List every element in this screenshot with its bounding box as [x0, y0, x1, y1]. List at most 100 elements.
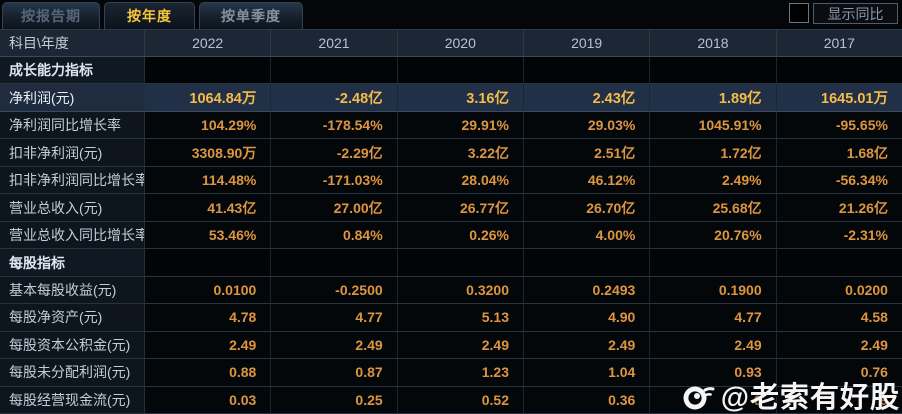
year-header-2017: 2017: [823, 35, 855, 51]
value-cell-2018: 25.68亿: [650, 194, 777, 221]
row-label: 扣非净利润(元): [0, 139, 145, 166]
row-label: 成长能力指标: [0, 57, 145, 84]
row-label: 每股未分配利润(元): [0, 359, 145, 386]
corner-header-label: 科目\年度: [0, 30, 145, 56]
year-header-2022: 2022: [145, 30, 272, 56]
value-cell-2019: 2.49: [523, 331, 651, 359]
value-cell-2021: 0.87: [271, 359, 398, 386]
table-row[interactable]: 每股资本公积金(元) 2.49 2.49 2.49 2.49 2.49 2.49: [0, 331, 902, 360]
value-cell-2019: 4.00%: [523, 221, 651, 249]
value-cell-2020: 0.3200: [397, 276, 524, 304]
value-cell-2018: 1.89亿: [650, 84, 777, 111]
table-row[interactable]: 基本每股收益(元) 0.0100 -0.2500 0.3200 0.2493 0.1900…: [0, 276, 902, 305]
value-cell-2022: 104.29%: [145, 111, 272, 139]
value-cell-2017: [776, 249, 902, 276]
tab-by-quarter[interactable]: 按单季度: [199, 2, 303, 29]
value-cell-2022: 0.0100: [145, 276, 272, 304]
table-body: 成长能力指标 净利润(元) 1064.84万 -2.48亿 3.16亿 2.43亿 1.89…: [0, 57, 902, 414]
tab-by-year[interactable]: 按年度: [104, 2, 195, 29]
value-cell-2021: -171.03%: [271, 166, 398, 194]
value-cell-2017: [776, 57, 902, 84]
value-cell-2017: 4.58: [776, 304, 902, 331]
value-cell-2018: 0.93: [650, 359, 777, 386]
row-label: 每股资本公积金(元): [0, 331, 145, 359]
table-row[interactable]: 营业总收入同比增长率 53.46% 0.84% 0.26% 4.00% 20.76% -2.…: [0, 221, 902, 250]
row-label: 每股经营现金流(元): [0, 386, 145, 414]
table-row[interactable]: 每股经营现金流(元) 0.03 0.25 0.52 0.36 0 9: [0, 386, 902, 414]
value-cell-2019: 1.04: [523, 359, 651, 386]
value-cell-2017: 21.26亿: [776, 194, 902, 221]
year-header-2020: 2020: [398, 30, 524, 56]
value-cell-2021: [271, 57, 398, 84]
value-cell-2019: 29.03%: [523, 111, 651, 139]
value-cell-2020: 29.91%: [397, 111, 524, 139]
row-label: 每股指标: [0, 249, 145, 276]
value-cell-2017: 9: [776, 386, 902, 414]
value-cell-2019: 0.2493: [523, 276, 651, 304]
value-cell-2021: -2.29亿: [271, 139, 398, 166]
highlighted-table-row[interactable]: 净利润(元) 1064.84万 -2.48亿 3.16亿 2.43亿 1.89亿 1645.…: [0, 84, 902, 112]
value-cell-2022: [145, 249, 272, 276]
value-cell-2021: 0.25: [271, 386, 398, 414]
value-cell-2019: 4.90: [523, 304, 651, 331]
value-cell-2018: 0.1900: [650, 276, 777, 304]
value-cell-2019: [523, 57, 651, 84]
show-yoy-checkbox[interactable]: [789, 3, 809, 23]
value-cell-2017: 1.68亿: [776, 139, 902, 166]
value-cell-2021: -178.54%: [271, 111, 398, 139]
value-cell-2022: 1064.84万: [145, 84, 272, 111]
value-cell-2022: 0.03: [145, 386, 272, 414]
row-label: 营业总收入(元): [0, 194, 145, 221]
value-cell-2018: 4.77: [650, 304, 777, 331]
value-cell-2022: 114.48%: [145, 166, 272, 194]
value-cell-2020: 5.13: [397, 304, 524, 331]
value-cell-2021: [271, 249, 398, 276]
value-cell-2022: 3308.90万: [145, 139, 272, 166]
show-yoy-label[interactable]: 显示同比: [813, 3, 898, 24]
table-row[interactable]: 扣非净利润同比增长率 114.48% -171.03% 28.04% 46.12% 2.4…: [0, 166, 902, 195]
value-cell-2017: 1645.01万: [776, 84, 902, 111]
section-header-row: 成长能力指标: [0, 57, 902, 85]
value-cell-2020: 1.23: [397, 359, 524, 386]
value-cell-2017: 2.49: [776, 331, 902, 359]
value-cell-2022: 4.78: [145, 304, 272, 331]
value-cell-2019: [523, 249, 651, 276]
value-cell-2021: 27.00亿: [271, 194, 398, 221]
row-label: 基本每股收益(元): [0, 276, 145, 304]
value-cell-2018: 0: [650, 386, 777, 414]
value-cell-2020: 0.52: [397, 386, 524, 414]
value-cell-2019: 2.51亿: [523, 139, 651, 166]
tab-bar: 按报告期 按年度 按单季度 显示同比: [0, 0, 902, 29]
value-cell-2022: 0.88: [145, 359, 272, 386]
table-row[interactable]: 每股未分配利润(元) 0.88 0.87 1.23 1.04 0.93 0.76: [0, 359, 902, 387]
table-header: 科目\年度 2022 2021 2020 2019 2018 2017: [0, 29, 902, 57]
table-row[interactable]: 扣非净利润(元) 3308.90万 -2.29亿 3.22亿 2.51亿 1.72亿 1.6…: [0, 139, 902, 167]
value-cell-2021: 4.77: [271, 304, 398, 331]
value-cell-2021: -0.2500: [271, 276, 398, 304]
row-label: 净利润同比增长率: [0, 111, 145, 139]
table-row[interactable]: 每股净资产(元) 4.78 4.77 5.13 4.90 4.77 4.58: [0, 304, 902, 332]
value-cell-2017: 0.76: [776, 359, 902, 386]
row-label: 扣非净利润同比增长率: [0, 166, 145, 194]
row-label: 每股净资产(元): [0, 304, 145, 331]
value-cell-2018: 20.76%: [650, 221, 777, 249]
year-header-2021: 2021: [271, 30, 398, 56]
value-cell-2020: 0.26%: [397, 221, 524, 249]
value-cell-2018: [650, 57, 777, 84]
value-cell-2017: -95.65%: [776, 111, 902, 139]
value-cell-2017: -2.31%: [776, 221, 902, 249]
row-label: 营业总收入同比增长率: [0, 221, 145, 249]
row-label: 净利润(元): [0, 84, 145, 111]
value-cell-2021: 2.49: [271, 331, 398, 359]
value-cell-2021: 0.84%: [271, 221, 398, 249]
tab-by-report-period[interactable]: 按报告期: [2, 2, 100, 29]
value-cell-2018: 1.72亿: [650, 139, 777, 166]
value-cell-2020: 26.77亿: [397, 194, 524, 221]
value-cell-2020: 3.22亿: [397, 139, 524, 166]
value-cell-2022: 2.49: [145, 331, 272, 359]
value-cell-2022: 53.46%: [145, 221, 272, 249]
table-row[interactable]: 净利润同比增长率 104.29% -178.54% 29.91% 29.03% 1045.…: [0, 111, 902, 140]
table-row[interactable]: 营业总收入(元) 41.43亿 27.00亿 26.77亿 26.70亿 25.68亿 21…: [0, 194, 902, 222]
value-cell-2021: -2.48亿: [271, 84, 398, 111]
